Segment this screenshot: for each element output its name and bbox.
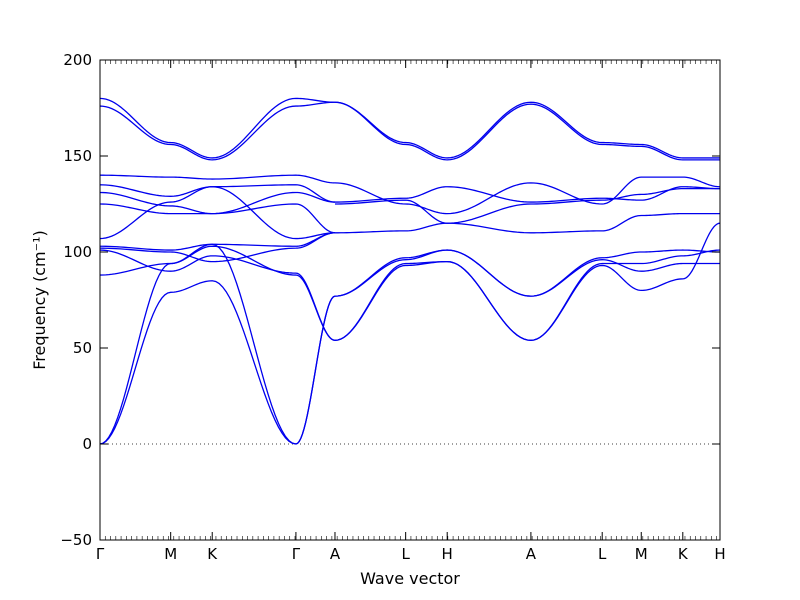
k-point-label: H — [714, 545, 725, 563]
k-point-label: A — [526, 545, 537, 563]
band-line-11 — [334, 186, 721, 203]
y-tick-label: 100 — [63, 243, 92, 261]
y-axis-ticks: −50 0 50 100 150 200 — [60, 51, 720, 549]
y-axis-label: Frequency (cm⁻¹) — [30, 230, 49, 369]
band-line-15 — [99, 232, 336, 263]
y-tick-label: 150 — [63, 147, 92, 165]
k-point-label: M — [635, 545, 648, 563]
band-line-19 — [99, 280, 336, 445]
y-tick-label: 50 — [73, 339, 92, 357]
k-point-label: A — [330, 545, 341, 563]
k-point-label: L — [401, 545, 410, 563]
k-point-label: H — [442, 545, 453, 563]
band-line-7 — [99, 191, 335, 215]
k-point-label: Γ — [292, 545, 301, 563]
k-point-label: K — [207, 545, 218, 563]
band-line-13 — [334, 212, 720, 234]
band-line-21 — [334, 249, 721, 341]
band-line-2 — [99, 101, 335, 161]
band-line-20 — [334, 249, 721, 297]
x-axis-label: Wave vector — [360, 569, 460, 588]
band-line-3 — [334, 101, 720, 159]
y-tick-label: 0 — [82, 435, 92, 453]
band-line-1 — [99, 97, 335, 159]
band-line-5 — [99, 174, 335, 184]
k-point-label: L — [598, 545, 607, 563]
y-tick-label: −50 — [60, 531, 92, 549]
band-line-4 — [334, 101, 720, 161]
band-line-23 — [334, 249, 720, 297]
y-tick-label: 200 — [63, 51, 92, 69]
k-point-label: M — [164, 545, 177, 563]
band-line-8 — [99, 203, 336, 234]
band-line-16 — [99, 249, 336, 341]
band-line-22 — [334, 222, 721, 341]
plot-frame — [99, 59, 721, 541]
band-line-9 — [99, 186, 335, 240]
k-point-label: K — [678, 545, 689, 563]
band-line-17 — [99, 245, 336, 341]
band-line-12 — [334, 187, 720, 224]
band-line-10 — [334, 176, 721, 215]
plot-area — [99, 97, 721, 445]
k-point-label: Γ — [96, 545, 105, 563]
